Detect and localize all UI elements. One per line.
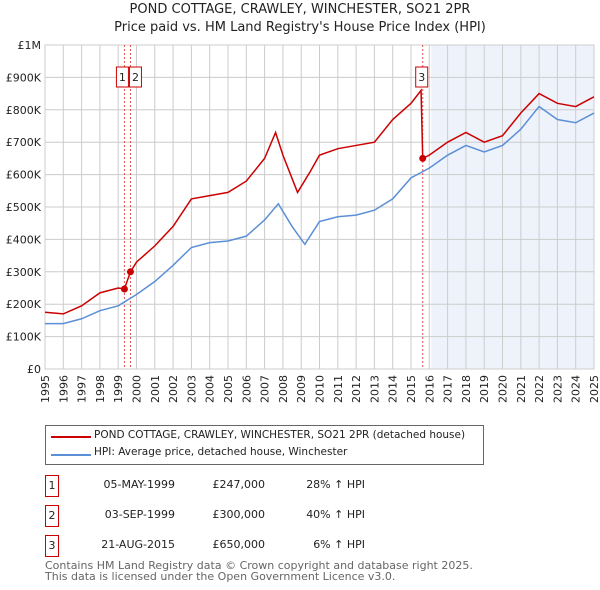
x-tick-label: 1997 bbox=[76, 375, 89, 403]
sale-row: 1 05-MAY-1999 £247,000 28% ↑ HPI bbox=[45, 475, 445, 497]
y-tick-label: £300K bbox=[6, 266, 42, 279]
x-tick-label: 1995 bbox=[39, 375, 52, 403]
y-tick-label: £600K bbox=[6, 169, 42, 182]
x-tick-label: 2006 bbox=[240, 375, 253, 403]
x-tick-label: 2014 bbox=[387, 375, 400, 403]
sale-point bbox=[120, 285, 128, 293]
x-tick-label: 2001 bbox=[149, 375, 162, 403]
sale-date: 03-SEP-1999 bbox=[104, 508, 175, 521]
y-tick-label: £900K bbox=[6, 71, 42, 84]
sale-date: 21-AUG-2015 bbox=[101, 538, 175, 551]
sale-label: 1 bbox=[119, 71, 126, 84]
y-tick-label: £200K bbox=[6, 298, 42, 311]
sale-label-box bbox=[128, 66, 142, 88]
sale-hpi-diff: 40% ↑ HPI bbox=[306, 508, 365, 521]
legend-red-line bbox=[51, 436, 91, 438]
x-tick-label: 2025 bbox=[588, 375, 600, 403]
x-tick-label: 1998 bbox=[94, 375, 107, 403]
x-tick-label: 2010 bbox=[314, 375, 327, 403]
chart-subtitle: Price paid vs. HM Land Registry's House … bbox=[114, 20, 486, 35]
x-tick-label: 2018 bbox=[460, 375, 473, 403]
x-tick-label: 2007 bbox=[259, 375, 272, 403]
legend-hpi: HPI: Average price, detached house, Winc… bbox=[94, 446, 348, 458]
x-tick-label: 1999 bbox=[112, 375, 125, 403]
sale-hpi-diff: 28% ↑ HPI bbox=[306, 478, 365, 491]
x-tick-label: 2020 bbox=[497, 375, 510, 403]
sale-date: 05-MAY-1999 bbox=[103, 478, 175, 491]
x-tick-label: 2004 bbox=[204, 375, 217, 403]
legend-property: POND COTTAGE, CRAWLEY, WINCHESTER, SO21 … bbox=[94, 429, 466, 441]
y-tick-label: £500K bbox=[6, 201, 42, 214]
x-tick-label: 2011 bbox=[332, 375, 345, 403]
x-tick-label: 2022 bbox=[533, 375, 546, 403]
chart-title: POND COTTAGE, CRAWLEY, WINCHESTER, SO21 … bbox=[129, 2, 471, 17]
legend: POND COTTAGE, CRAWLEY, WINCHESTER, SO21 … bbox=[45, 425, 484, 465]
legend-blue-line bbox=[51, 454, 91, 456]
x-tick-label: 2019 bbox=[478, 375, 491, 403]
sale-row: 3 21-AUG-2015 £650,000 6% ↑ HPI bbox=[45, 535, 445, 557]
sale-row: 2 03-SEP-1999 £300,000 40% ↑ HPI bbox=[45, 505, 445, 527]
x-tick-label: 2024 bbox=[570, 375, 583, 403]
x-tick-label: 2015 bbox=[405, 375, 418, 403]
sale-label: 2 bbox=[132, 71, 139, 84]
x-tick-label: 2003 bbox=[185, 375, 198, 403]
y-tick-label: £800K bbox=[6, 104, 42, 117]
footer-copyright: Contains HM Land Registry data © Crown c… bbox=[45, 559, 473, 572]
x-tick-label: 2009 bbox=[295, 375, 308, 403]
x-tick-label: 2002 bbox=[167, 375, 180, 403]
footer-licence: This data is licensed under the Open Gov… bbox=[45, 570, 396, 583]
x-tick-label: 2017 bbox=[442, 375, 455, 403]
sale-label-box bbox=[415, 66, 429, 88]
x-tick-label: 2013 bbox=[368, 375, 381, 403]
x-tick-label: 2023 bbox=[551, 375, 564, 403]
series-line-hpi bbox=[45, 105, 595, 325]
sale-label-box bbox=[115, 66, 129, 88]
x-tick-label: 2008 bbox=[277, 375, 290, 403]
x-tick-label: 2012 bbox=[350, 375, 363, 403]
y-tick-label: £100K bbox=[6, 331, 42, 344]
x-tick-label: 2005 bbox=[222, 375, 235, 403]
sale-point bbox=[126, 268, 134, 276]
sale-hpi-diff: 6% ↑ HPI bbox=[313, 538, 365, 551]
x-tick-label: 2000 bbox=[131, 375, 144, 403]
sale-badge: 3 bbox=[45, 535, 59, 557]
sale-badge: 1 bbox=[45, 475, 59, 497]
plot-area: £0 £100K £200K £300K £400K £500K £600K £700K £80… bbox=[6, 39, 600, 403]
y-tick-label: £400K bbox=[6, 233, 42, 246]
x-tick-label: 2021 bbox=[515, 375, 528, 403]
x-tick-label: 2016 bbox=[423, 375, 436, 403]
sale-badge: 2 bbox=[45, 505, 59, 527]
sale-point bbox=[419, 154, 427, 162]
sale-price: £650,000 bbox=[212, 538, 266, 551]
y-tick-label: £0 bbox=[27, 363, 41, 376]
y-tick-label: £1M bbox=[18, 39, 42, 52]
y-tick-label: £700K bbox=[6, 136, 42, 149]
x-tick-label: 1996 bbox=[57, 375, 70, 403]
sale-price: £247,000 bbox=[212, 478, 266, 491]
sale-price: £300,000 bbox=[212, 508, 266, 521]
footer: Contains HM Land Registry data © Crown c… bbox=[45, 560, 473, 582]
plot-border bbox=[44, 44, 595, 370]
sale-label: 3 bbox=[418, 71, 425, 84]
